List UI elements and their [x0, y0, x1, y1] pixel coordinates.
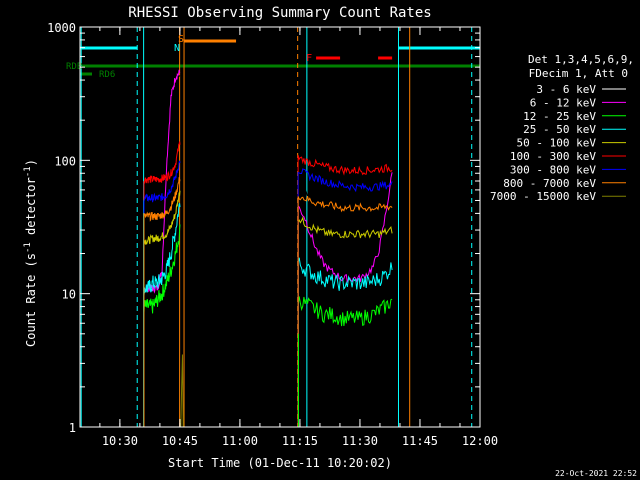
annotation-s: S — [178, 34, 184, 45]
chart-title: RHESSI Observing Summary Count Rates — [128, 5, 431, 21]
legend-header-2: FDecim 1, Att 0 — [529, 67, 628, 80]
x-tick-label: 11:45 — [402, 434, 438, 448]
series-300-800-seg1 — [143, 160, 181, 427]
legend-label: 25 - 50 keV — [523, 123, 596, 136]
y-axis-label: Count Rate (s-1 detector-1) — [23, 159, 38, 347]
y-axis-label-sup2: -1 — [23, 166, 33, 177]
axes: 1 10 100 1000 10:30 10:45 11:00 11:15 11:30 11:45… — [47, 21, 498, 448]
series-12-25-seg2 — [297, 296, 393, 427]
annotation-rd6: RD6 — [99, 70, 115, 80]
series-3-6-seg2 — [297, 171, 393, 427]
x-tick-label: 11:15 — [282, 434, 318, 448]
y-axis-label-main: Count Rate (s — [24, 253, 38, 347]
series-800-7000-seg1 — [143, 177, 181, 427]
timestamp: 22-Oct-2021 22:52 — [555, 469, 637, 478]
annotation-f: F — [306, 53, 312, 64]
x-tick-label: 11:00 — [222, 434, 258, 448]
x-tick-label: 10:45 — [162, 434, 198, 448]
y-tick-label: 100 — [54, 154, 76, 168]
annotation-n: N — [174, 43, 180, 54]
series-12-25-seg1 — [143, 224, 181, 427]
series-3-6-seg1 — [143, 75, 181, 427]
legend-label: 100 - 300 keV — [510, 150, 596, 163]
series-6-12-seg1 — [143, 69, 181, 427]
series-50-100-seg1 — [143, 190, 181, 427]
y-tick-label: 1000 — [47, 21, 76, 35]
x-tick-label: 10:30 — [102, 434, 138, 448]
series-100-300-seg1 — [143, 141, 181, 427]
series-800-7000-seg2 — [297, 195, 393, 427]
plot-area: SN F RDB RD6 — [66, 27, 480, 428]
y-tick-label: 1 — [69, 421, 76, 435]
legend-label: 800 - 7000 keV — [503, 177, 596, 190]
legend-label: 300 - 800 keV — [510, 163, 596, 176]
legend-label: 50 - 100 keV — [517, 137, 597, 150]
series-50-100-seg2 — [297, 216, 393, 427]
legend-label: 6 - 12 keV — [530, 96, 597, 109]
y-axis-label-mid: detector — [24, 177, 38, 242]
series-7000-15000 — [180, 354, 184, 428]
legend-label: 12 - 25 keV — [523, 110, 596, 123]
y-axis-label-end: ) — [24, 159, 38, 166]
y-tick-label: 10 — [62, 288, 76, 302]
x-axis-label: Start Time (01-Dec-11 10:20:02) — [168, 456, 392, 470]
series-6-12-seg2 — [297, 172, 393, 427]
series-100-300-seg2 — [297, 154, 393, 427]
series-300-800-seg2 — [297, 168, 393, 427]
x-tick-label: 11:30 — [342, 434, 378, 448]
series-25-50-seg1 — [143, 202, 181, 427]
x-tick-label: 12:00 — [462, 434, 498, 448]
y-axis-label-sup1: -1 — [23, 242, 33, 253]
legend-label: 3 - 6 keV — [536, 83, 596, 96]
legend-label: 7000 - 15000 keV — [490, 190, 596, 203]
legend-header-1: Det 1,3,4,5,6,9, — [528, 53, 634, 66]
series-25-50-seg2 — [297, 257, 393, 427]
annotation-rdb: RDB — [66, 62, 82, 72]
svg-text:Count Rate (s-1 detector-1): Count Rate (s-1 detector-1) — [23, 159, 38, 347]
